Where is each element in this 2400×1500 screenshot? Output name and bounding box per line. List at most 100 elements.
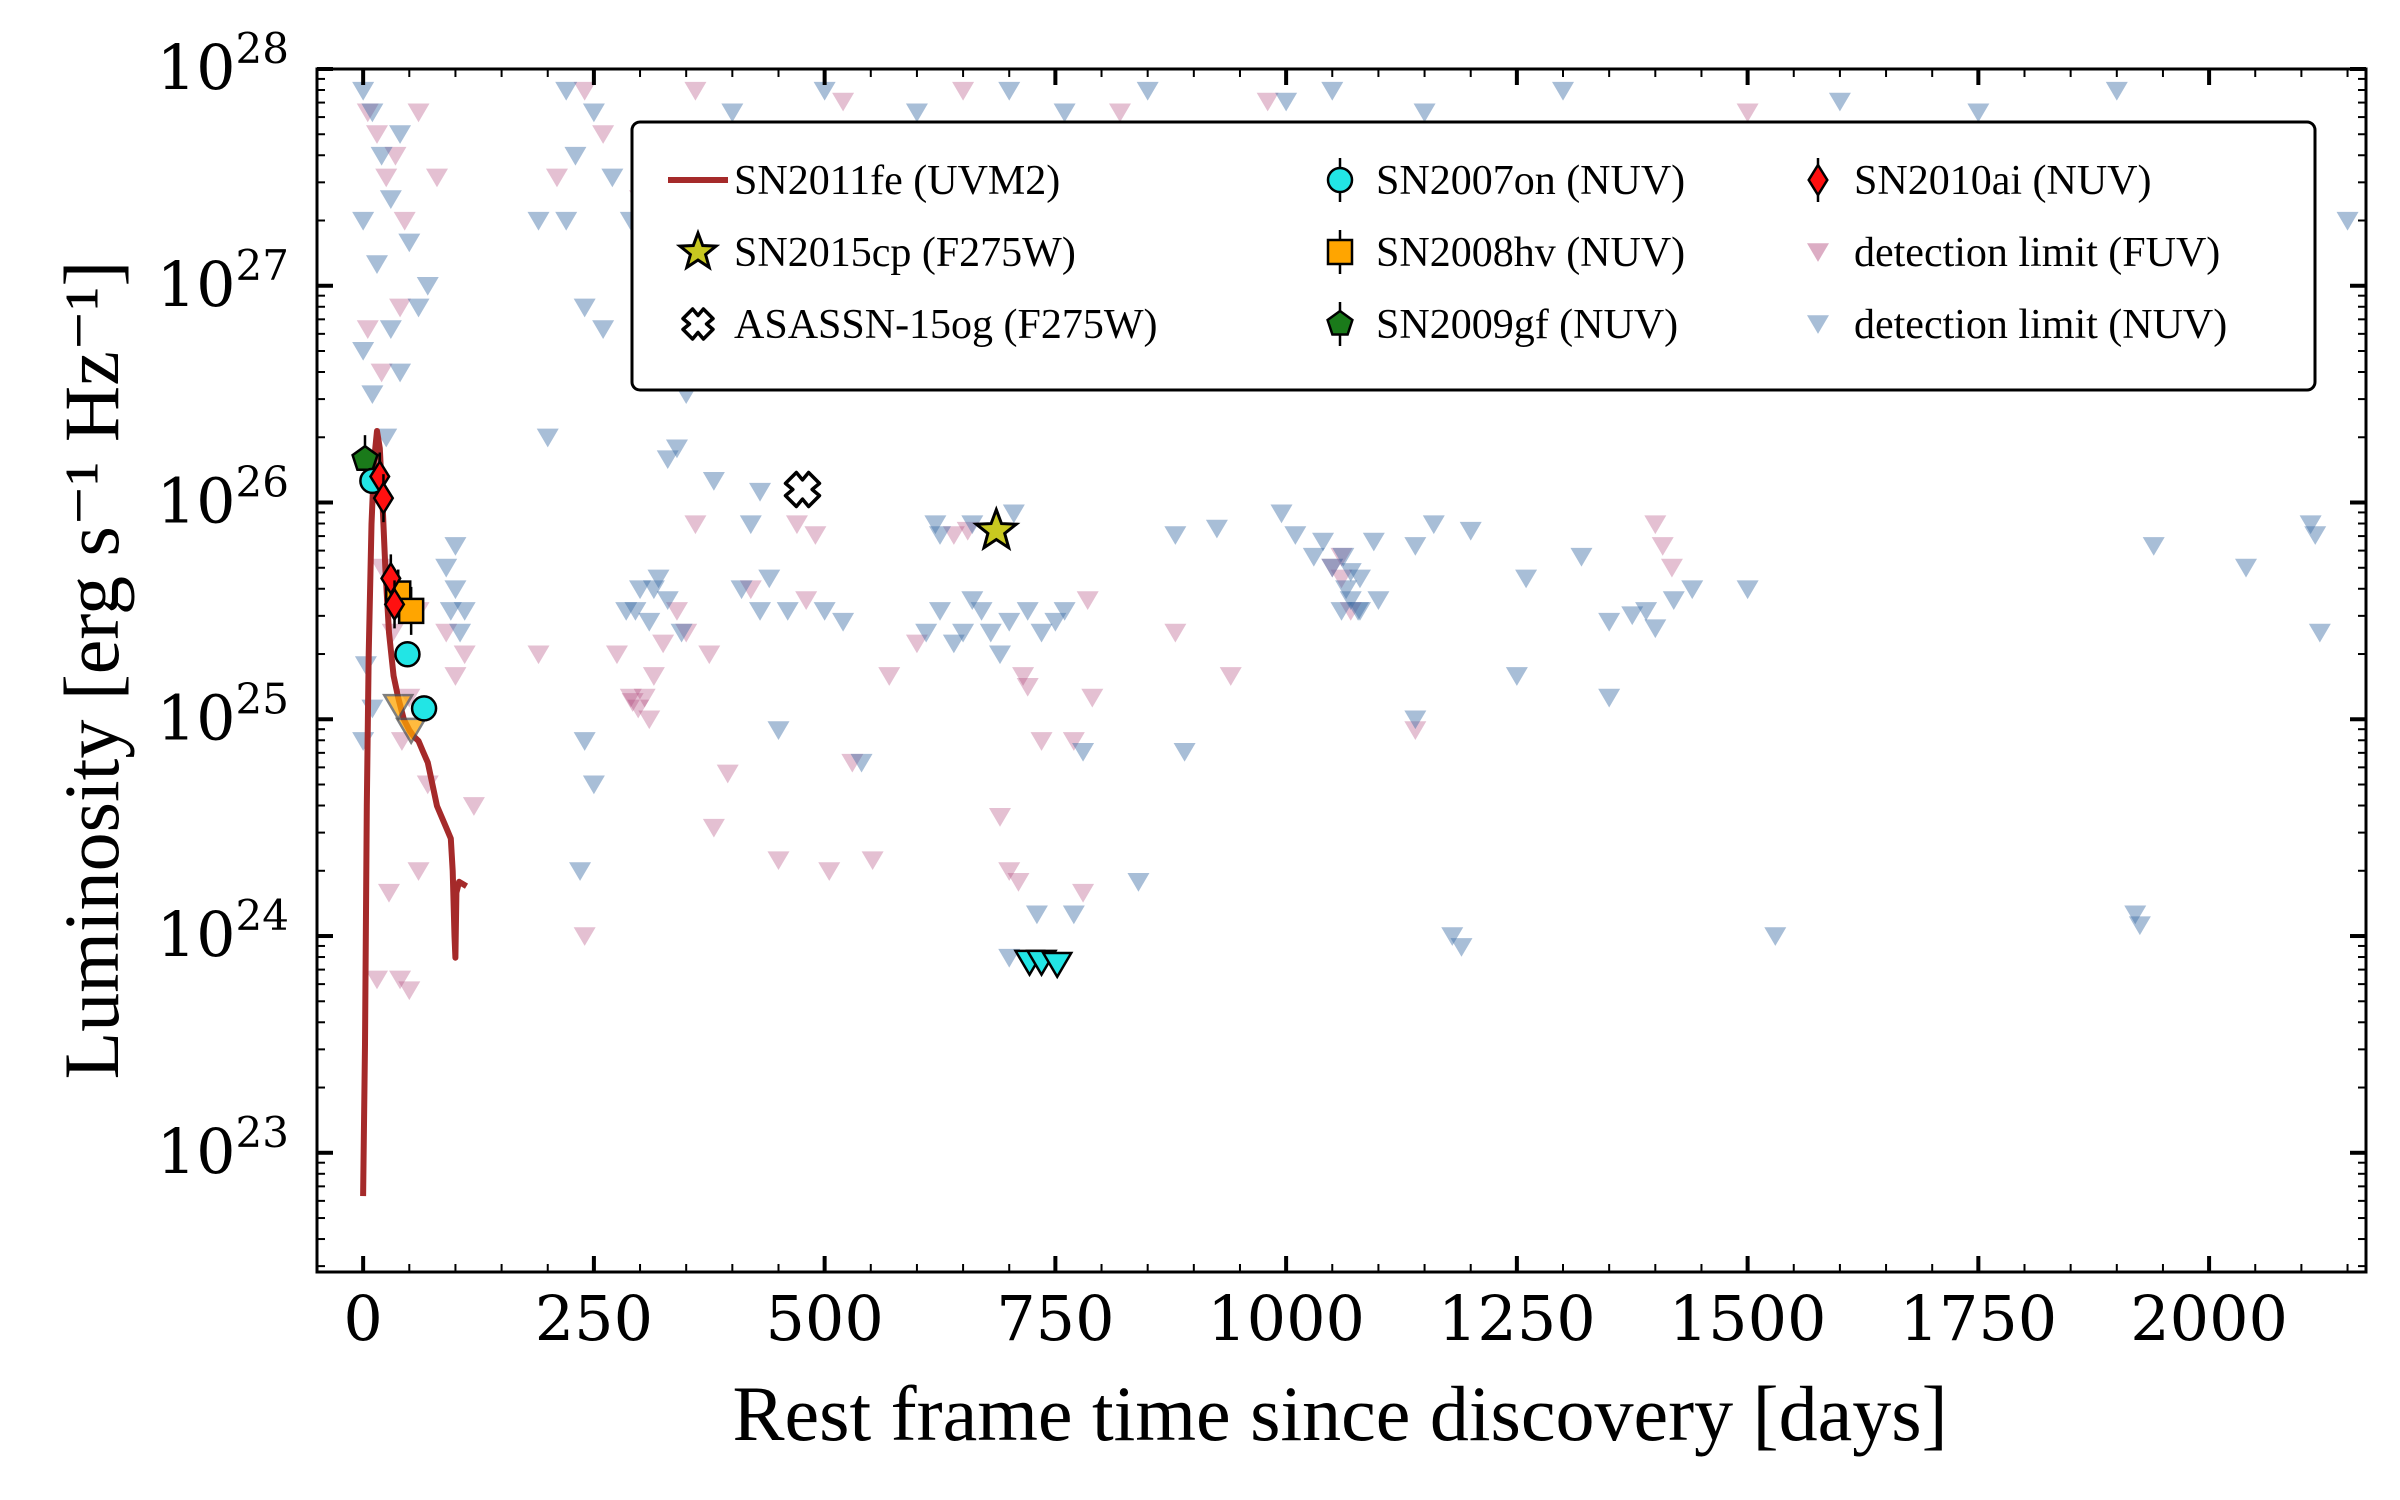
nuv-limit-marker [1275, 92, 1298, 112]
x-tick-label: 0 [343, 1282, 382, 1355]
nuv-limit-marker [1044, 612, 1067, 632]
x-tick-label: 1750 [1899, 1282, 2057, 1355]
fuv-limit-marker [1321, 558, 1344, 578]
nuv-limit-marker [573, 732, 596, 751]
nuv-limit-marker [379, 320, 402, 340]
nuv-limit-marker [1459, 521, 1482, 541]
x-tick-label: 750 [996, 1282, 1114, 1355]
fuv-limit-marker [1651, 537, 1674, 556]
axes: 0 250 500 750 1000 1250 1500 1750 2000 1023 1024 10… [157, 24, 2368, 1355]
supernova-points-layer [351, 435, 1074, 980]
fuv-limit-marker [356, 320, 379, 340]
fuv-limit-marker [638, 710, 661, 730]
nuv-limit-marker [961, 591, 984, 610]
nuv-limit-marker [905, 103, 928, 123]
nuv-limit-marker [961, 515, 984, 535]
nuv-limit-marker [970, 602, 993, 621]
nuv-limit-marker [1681, 580, 1704, 600]
fuv-limit-marker [1660, 558, 1683, 578]
fuv-limit-marker [1062, 732, 1085, 751]
legend-label: SN2010ai (NUV) [1854, 158, 2151, 204]
nuv-limit-marker [2308, 623, 2331, 643]
fuv-limit-marker [1030, 732, 1053, 751]
y-tick-label: 1028 [157, 24, 289, 104]
fuv-limit-marker [1330, 569, 1353, 589]
nuv-limit-marker [564, 146, 587, 166]
nuv-limit-marker [1598, 688, 1621, 708]
nuv-limit-marker [1321, 558, 1344, 578]
nuv-limit-marker [998, 612, 1021, 632]
y-tick-label: 1027 [157, 241, 289, 321]
legend-pentagon-icon [1326, 309, 1354, 336]
y-tick-label: 1024 [157, 891, 289, 971]
nuv-limit-marker [1312, 532, 1335, 552]
legend-cross-icon [681, 307, 715, 341]
sn2010ai-marker [383, 587, 406, 622]
nuv-limit-marker [2299, 515, 2322, 535]
sn2015cp-marker [972, 505, 1021, 552]
fuv-limit-marker [642, 667, 665, 686]
sn2009gf-marker [351, 444, 379, 471]
y-tick-label: 1025 [157, 674, 289, 754]
nuv-limit-marker [749, 602, 772, 621]
fuv-limit-marker [435, 623, 458, 643]
nuv-limit-marker [1302, 547, 1325, 567]
fuv-limit-marker [795, 591, 818, 610]
fuv-limit-marker [384, 146, 407, 166]
fuv-limit-marker [527, 645, 550, 665]
fuv-limit-marker [1736, 103, 1759, 123]
x-tick-label: 1250 [1438, 1282, 1596, 1355]
nuv-limit-marker [1335, 580, 1358, 600]
nuv-limit-marker [615, 602, 638, 621]
sn2008hv-limit-marker [394, 717, 428, 746]
nuv-limit-marker [915, 623, 938, 643]
fuv-limit-marker [393, 211, 416, 231]
nuv-limit-marker [375, 428, 398, 448]
legend-label: detection limit (NUV) [1854, 302, 2227, 348]
fuv-limit-marker [389, 970, 412, 990]
nuv-limit-marker [850, 753, 873, 773]
nuv-limit-marker [573, 298, 596, 318]
nuv-limit-marker [929, 526, 952, 545]
legend-circle-icon [1326, 166, 1354, 194]
nuv-limit-marker [389, 363, 412, 383]
nuv-limit-marker [527, 211, 550, 231]
nuv-limit-marker [638, 612, 661, 632]
fuv-limit-marker [398, 981, 421, 1001]
nuv-limit-marker [776, 602, 799, 621]
asassn15og-marker [783, 470, 822, 509]
fuv-limit-marker [627, 699, 650, 719]
nuv-limit-marker [665, 439, 688, 459]
fuv-limit-marker [619, 688, 642, 708]
nuv-limit-marker [1284, 526, 1307, 545]
fuv-limit-marker [702, 818, 725, 838]
fuv-limit-marker [1072, 883, 1095, 903]
legend-label: SN2011fe (UVM2) [734, 158, 1060, 204]
nuv-limit-marker [1136, 81, 1159, 101]
fuv-limit-marker [1108, 103, 1131, 123]
nuv-limit-marker [1413, 103, 1436, 123]
nuv-limit-marker [416, 276, 439, 296]
nuv-limit-marker [1016, 602, 1039, 621]
nuv-limit-marker [1967, 103, 1990, 123]
nuv-limit-marker [1348, 602, 1371, 621]
nuv-limit-marker [1348, 569, 1371, 589]
fuv-limit-marker [1012, 667, 1035, 686]
nuv-limit-marker [1173, 742, 1196, 762]
fuv-limit-marker [1644, 515, 1667, 535]
nuv-limit-marker [370, 146, 393, 166]
fuv-limit-marker [1256, 92, 1279, 112]
nuv-limit-marker [739, 515, 762, 535]
nuv-limit-marker [1002, 504, 1025, 524]
nuv-limit-marker [1347, 602, 1370, 621]
nuv-limit-marker [361, 699, 384, 719]
nuv-limit-marker [1441, 927, 1464, 946]
fuv-limit-marker [375, 168, 398, 188]
nuv-limit-marker [1367, 591, 1390, 610]
nuv-limit-marker [435, 558, 458, 578]
nuv-limit-marker [1330, 602, 1353, 621]
nuv-limit-marker [536, 428, 559, 448]
fuv-limit-marker [365, 125, 388, 144]
nuv-limit-marker [1570, 547, 1593, 567]
y-axis-label: Luminosity [erg s⁻¹ Hz⁻¹] [48, 261, 135, 1080]
